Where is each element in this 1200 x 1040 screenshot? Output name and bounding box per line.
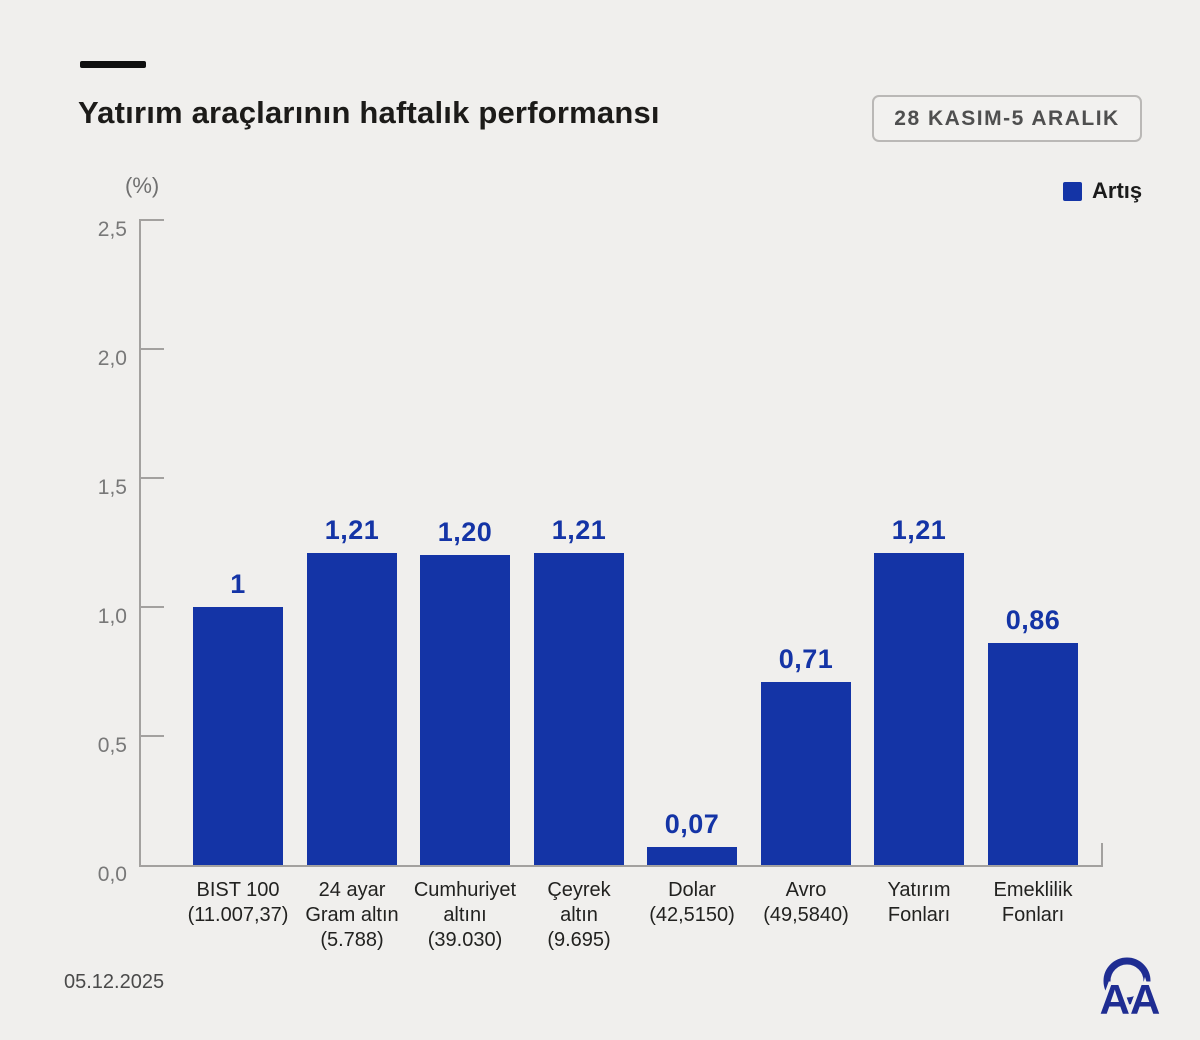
chart-legend: Artış [1063, 178, 1142, 204]
bar-avro [761, 682, 851, 865]
y-tick-mark-0,5 [139, 735, 164, 737]
page-title: Yatırım araçlarının haftalık performansı [78, 95, 660, 130]
bar-value-label: 1,21 [891, 515, 947, 545]
y-axis-unit-label: (%) [125, 173, 160, 198]
bar-emeklilik [988, 643, 1078, 865]
y-axis-line [139, 220, 141, 865]
date-range-badge: 28 KASIM-5 ARALIK [872, 95, 1142, 142]
title-dash-decoration [80, 61, 146, 68]
bar-dolar [647, 847, 737, 865]
svg-text:AA: AA [1100, 976, 1161, 1022]
y-tick-mark-1,5 [139, 477, 164, 479]
x-axis-baseline [139, 865, 1103, 867]
bar-cumhuriyet [420, 555, 510, 865]
y-tick-mark-1,0 [139, 606, 164, 608]
x-category-label: Yatırım Fonları [887, 879, 951, 926]
publication-date: 05.12.2025 [64, 971, 165, 993]
bar-value-label: 1,20 [437, 517, 493, 547]
x-category-label: BIST 100 (11.007,37) [187, 879, 289, 926]
y-tick-label-0,0: 0,0 [97, 863, 127, 886]
svg-text:AA: AA [1100, 976, 1161, 1022]
bar-value-label: 1,21 [324, 515, 380, 545]
y-tick-mark-2,0 [139, 348, 164, 350]
bar-value-label: 1,21 [551, 515, 607, 545]
bar-value-label: 0,07 [664, 809, 720, 839]
bar-value-label: 0,86 [1005, 605, 1061, 635]
y-tick-label-2,5: 2,5 [97, 218, 127, 241]
y-tick-label-1,0: 1,0 [97, 605, 127, 628]
y-tick-mark-2,5 [139, 219, 164, 221]
x-axis-end-cap [1101, 843, 1103, 865]
bar-value-label: 1 [230, 569, 246, 599]
bar-yatırım [874, 553, 964, 865]
legend-swatch-artis [1063, 181, 1082, 201]
legend-label-artis: Artış [1092, 178, 1143, 203]
x-category-label: Dolar (42,5150) [649, 879, 735, 926]
x-category-label: Emeklilik Fonları [993, 879, 1073, 926]
x-category-label: 24 ayar Gram altın (5.788) [305, 879, 399, 951]
bar-çeyrek [534, 553, 624, 865]
y-tick-label-0,5: 0,5 [97, 734, 127, 757]
anadolu-agency-logo-icon: AA AA [1096, 957, 1164, 1022]
bar-value-label: 0,71 [778, 644, 834, 674]
x-category-label: Cumhuriyet altını (39.030) [413, 879, 517, 951]
y-tick-label-2,0: 2,0 [97, 347, 127, 370]
x-category-label: Çeyrek altın (9.695) [547, 879, 611, 951]
x-category-label: Avro (49,5840) [763, 879, 849, 926]
bar-24-ayar [307, 553, 397, 865]
date-range-badge-label: 28 KASIM-5 ARALIK [894, 106, 1120, 130]
bar-bist-100 [193, 607, 283, 865]
y-tick-label-1,5: 1,5 [97, 476, 127, 499]
